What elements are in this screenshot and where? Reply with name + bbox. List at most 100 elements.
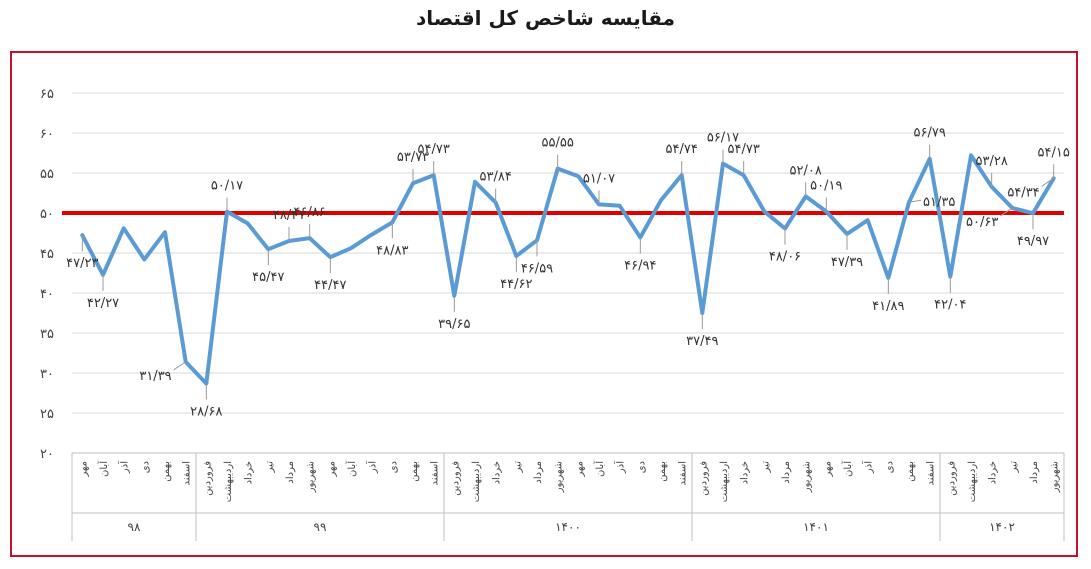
data-point <box>453 294 456 297</box>
data-point <box>866 219 869 222</box>
x-tick-label: بهمن <box>409 461 420 482</box>
x-tick-label: تیر <box>760 461 771 474</box>
x-tick-label: اسفند <box>926 461 937 485</box>
x-tick-label: مرداد <box>285 461 296 484</box>
data-label: ۵۶/۷۹ <box>914 126 946 141</box>
x-tick-label: آذر <box>862 460 875 474</box>
x-tick-label: شهریور <box>306 461 317 493</box>
data-point <box>432 173 435 177</box>
x-tick-label: خرداد <box>492 461 503 484</box>
data-point <box>473 180 477 183</box>
x-tick-label: اردیبهشت <box>719 461 730 502</box>
data-labels: ۴۷/۲۳ ۴۲/۲۷ ۳۱/۳۹ ۲۸/۶۸ ۵۰/۱۷ ۴۵/۴۷ ۴۸/۴۱۴۶/۸۶… <box>66 126 1070 420</box>
x-tick-label: فروردین <box>450 461 461 496</box>
x-tick-label: دی <box>884 461 895 473</box>
data-label: ۲۸/۶۸ <box>190 405 222 420</box>
x-tick-label: دی <box>388 461 399 473</box>
data-point <box>928 157 931 160</box>
x-tick-label: آبان <box>345 460 358 477</box>
x-tick-label: شهریور <box>802 461 813 493</box>
y-tick-label: ۳۵ <box>40 327 54 342</box>
x-tick-label: تیر <box>264 461 275 474</box>
x-tick-label: دی <box>636 461 647 473</box>
data-label: ۵۶/۱۷ <box>707 131 739 146</box>
x-tick-label: اسفند <box>182 461 193 485</box>
y-tick-label: ۴۰ <box>40 287 54 302</box>
x-tick-label: مرداد <box>1029 461 1040 484</box>
data-label: ۳۹/۶۵ <box>438 317 470 332</box>
annotation-leader <box>1041 177 1054 187</box>
x-tick-label: شهریور <box>554 461 565 493</box>
data-label: ۴۶/۹۴ <box>624 258 656 273</box>
y-tick-label: ۶۵ <box>40 87 54 102</box>
data-label: ۵۴/۱۵ <box>1038 145 1070 160</box>
data-label: ۵۲/۰۸ <box>790 163 822 178</box>
x-tick-label: بهمن <box>657 461 668 482</box>
data-label: ۵۱/۰۷ <box>583 171 615 186</box>
line-chart: ۲۰ ۲۵ ۳۰ ۳۵ ۴۰ ۴۵ ۵۰ ۵۵ ۶۰ ۶۵ ۴۷/۲۳ ۴۲/۲۷ ۳۱/۳۹ ۲۸/۶… <box>40 87 1070 541</box>
data-label: ۵۴/۷۴ <box>666 142 698 157</box>
x-tick-label: اردیبهشت <box>967 461 978 502</box>
data-point <box>143 258 146 261</box>
data-point <box>969 154 973 157</box>
data-point <box>370 233 373 236</box>
x-tick-label: تیر <box>512 461 523 474</box>
data-label: ۵۰/۱۷ <box>211 179 243 194</box>
data-label: ۵۳/۲۸ <box>976 154 1008 169</box>
data-label: ۴۷/۳۹ <box>831 255 863 270</box>
x-tick-label: آذر <box>366 460 379 474</box>
x-tick-label: مرداد <box>781 461 792 484</box>
annotation-leader <box>1000 207 1013 217</box>
data-point <box>577 175 580 178</box>
x-tick-label: خرداد <box>740 461 751 484</box>
data-point <box>349 247 353 250</box>
x-tick-label: دی <box>140 461 151 473</box>
data-label: ۴۸/۰۶ <box>769 250 801 265</box>
data-label: ۴۴/۶۲ <box>500 277 532 292</box>
data-label: ۵۵/۵۵ <box>542 136 574 151</box>
y-tick-label: ۵۰ <box>40 207 54 222</box>
y-axis-ticks: ۲۰ ۲۵ ۳۰ ۳۵ ۴۰ ۴۵ ۵۰ ۵۵ ۶۰ ۶۵ <box>40 87 54 462</box>
annotation-leader <box>173 361 186 371</box>
y-tick-label: ۲۵ <box>40 407 54 422</box>
data-point <box>763 210 766 213</box>
x-tick-label: خرداد <box>988 461 999 484</box>
x-tick-label: اردیبهشت <box>471 461 482 502</box>
data-label: ۳۷/۴۹ <box>686 334 718 349</box>
x-tick-label: اسفند <box>430 461 441 485</box>
data-label: ۵۰/۶۳ <box>966 215 998 230</box>
x-tick-label: مهر <box>326 461 337 477</box>
x-tick-label: مهر <box>822 461 833 477</box>
x-tick-label: فروردین <box>946 461 957 496</box>
x-tick-label: اسفند <box>678 461 689 485</box>
year-group-label: ۹۹ <box>314 520 327 534</box>
data-label: ۴۲/۰۴ <box>934 298 966 313</box>
x-tick-label: بهمن <box>161 461 172 482</box>
data-point <box>122 227 125 230</box>
data-point <box>329 256 332 259</box>
data-point <box>659 199 663 202</box>
x-tick-label: آبان <box>841 460 854 477</box>
y-tick-label: ۵۵ <box>40 167 54 182</box>
year-group-label: ۹۸ <box>128 520 141 534</box>
x-axis: مهر آبان آذر دی بهمن اسفند فروردین اردیبهشت خردا… <box>71 452 1065 541</box>
data-label: ۴۶/۸۶ <box>294 205 326 220</box>
data-point <box>618 204 621 207</box>
data-label: ۵۳/۷۳ <box>397 150 429 165</box>
data-label: ۴۲/۲۷ <box>87 296 119 311</box>
x-tick-label: مرداد <box>533 461 544 484</box>
x-tick-label: مهر <box>574 461 585 477</box>
data-label: ۴۸/۸۳ <box>376 243 408 258</box>
data-point <box>701 311 704 315</box>
y-tick-label: ۴۵ <box>40 247 54 262</box>
data-point <box>742 173 745 177</box>
chart-title: مقایسه شاخص کل اقتصاد <box>415 6 676 30</box>
x-tick-label: مهر <box>78 461 89 477</box>
x-tick-label: شهریور <box>1050 461 1061 493</box>
annotation-leaders <box>81 144 1055 400</box>
year-group-label: ۱۴۰۱ <box>803 520 829 534</box>
x-tick-label: فروردین <box>698 461 709 496</box>
data-label: ۳۱/۳۹ <box>139 369 171 384</box>
series-line <box>80 153 1056 386</box>
chart-frame: ۲۰ ۲۵ ۳۰ ۳۵ ۴۰ ۴۵ ۵۰ ۵۵ ۶۰ ۶۵ ۴۷/۲۳ ۴۲/۲۷ ۳۱/۳۹ ۲۸/۶… <box>10 51 1078 557</box>
